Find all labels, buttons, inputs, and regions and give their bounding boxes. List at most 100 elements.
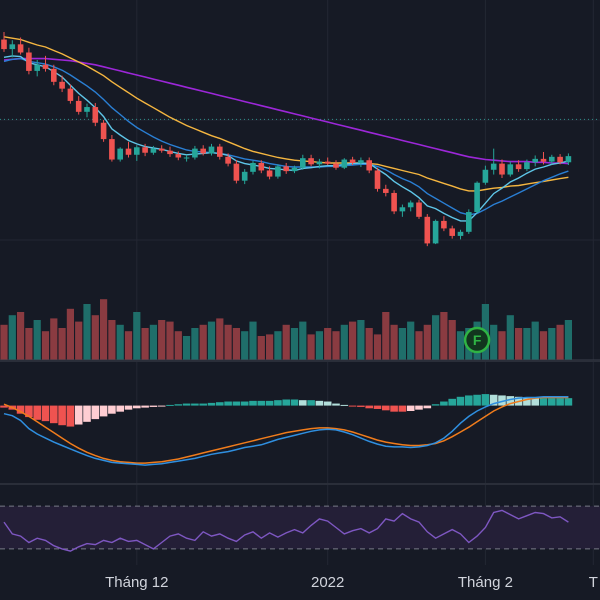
price-candle[interactable]	[34, 60, 40, 77]
candle-body	[92, 107, 99, 123]
price-candle[interactable]	[258, 160, 265, 174]
price-candle[interactable]	[225, 153, 231, 167]
price-candle[interactable]	[233, 160, 240, 184]
time-axis[interactable]: Tháng 12 2022 Tháng 2 T	[105, 574, 598, 591]
candle-body	[291, 167, 298, 172]
price-candle[interactable]	[540, 152, 547, 165]
price-candle[interactable]	[399, 204, 406, 217]
price-candle[interactable]	[349, 156, 356, 165]
price-candle[interactable]	[424, 214, 431, 247]
price-candle[interactable]	[92, 102, 99, 127]
price-candle[interactable]	[134, 145, 140, 161]
price-candle[interactable]	[75, 96, 82, 115]
price-candle[interactable]	[208, 143, 215, 156]
macd-histogram-bar	[556, 398, 564, 406]
price-candle[interactable]	[308, 154, 314, 167]
price-candle[interactable]	[341, 158, 348, 170]
price-candle[interactable]	[200, 145, 206, 156]
price-candle[interactable]	[374, 167, 381, 192]
macd-pane[interactable]	[0, 360, 600, 466]
price-candle[interactable]	[449, 225, 455, 239]
rsi-pane[interactable]	[0, 483, 600, 552]
price-candle[interactable]	[192, 145, 198, 160]
price-candle[interactable]	[391, 190, 397, 215]
price-candle[interactable]	[441, 216, 447, 232]
price-candle[interactable]	[474, 181, 480, 214]
price-candle[interactable]	[175, 151, 182, 161]
macd-histogram-bar	[133, 405, 141, 409]
macd-histogram-bar	[50, 405, 58, 424]
price-candle[interactable]	[457, 229, 464, 240]
event-marker-badge[interactable]: F	[463, 326, 491, 354]
price-candle[interactable]	[291, 165, 298, 174]
price-candle[interactable]	[358, 157, 364, 168]
price-candle[interactable]	[42, 55, 49, 72]
candle-body	[167, 150, 173, 155]
volume-bar	[25, 328, 33, 360]
price-candle[interactable]	[109, 135, 115, 162]
candle-body	[175, 154, 182, 158]
price-candle[interactable]	[300, 154, 306, 170]
price-candle[interactable]	[51, 64, 57, 86]
price-candle[interactable]	[17, 37, 24, 55]
price-candle[interactable]	[217, 143, 223, 160]
price-candle[interactable]	[266, 166, 273, 180]
volume-bar	[41, 331, 50, 360]
price-candle[interactable]	[250, 160, 256, 175]
macd-histogram-bar	[506, 396, 515, 406]
price-candle[interactable]	[432, 219, 439, 245]
price-candle[interactable]	[117, 147, 123, 162]
macd-histogram-bar	[390, 405, 398, 412]
price-candle[interactable]	[466, 209, 472, 234]
price-candle[interactable]	[158, 145, 165, 153]
price-candle[interactable]	[416, 199, 422, 219]
candle-body	[1, 39, 7, 50]
price-candle[interactable]	[100, 120, 107, 142]
price-candle[interactable]	[549, 154, 555, 165]
price-candle[interactable]	[84, 103, 90, 118]
candle-body	[142, 147, 148, 153]
price-candle[interactable]	[9, 40, 16, 58]
macd-histogram-bar	[473, 394, 481, 406]
volume-bar	[556, 324, 564, 360]
price-pane[interactable]	[0, 32, 600, 247]
price-candle[interactable]	[515, 160, 522, 172]
price-candle[interactable]	[183, 154, 190, 162]
price-candle[interactable]	[167, 146, 173, 157]
price-candle[interactable]	[407, 200, 414, 212]
x-tick-label: Tháng 2	[458, 574, 513, 591]
candle-body	[34, 64, 40, 71]
price-candle[interactable]	[1, 32, 7, 52]
price-candle[interactable]	[275, 164, 281, 179]
price-candle[interactable]	[26, 47, 32, 75]
price-candle[interactable]	[383, 184, 389, 197]
volume-bar	[207, 321, 216, 360]
price-candle[interactable]	[532, 155, 538, 167]
price-candle[interactable]	[150, 145, 157, 155]
volume-bar	[315, 331, 323, 360]
rsi-band	[0, 506, 600, 549]
macd-histogram-bar	[216, 402, 224, 406]
price-candle[interactable]	[59, 75, 65, 93]
volume-bar	[58, 328, 66, 360]
price-candle[interactable]	[324, 157, 331, 166]
price-candle[interactable]	[557, 154, 563, 165]
volume-bar	[166, 321, 174, 360]
price-candle[interactable]	[316, 158, 323, 169]
price-candle[interactable]	[366, 157, 372, 174]
price-candle[interactable]	[507, 161, 514, 177]
price-candle[interactable]	[333, 160, 339, 170]
price-candle[interactable]	[67, 84, 74, 104]
price-candle[interactable]	[482, 165, 489, 185]
volume-bar	[357, 320, 365, 360]
price-candle[interactable]	[283, 162, 289, 174]
price-candle[interactable]	[524, 159, 530, 172]
price-candle[interactable]	[565, 153, 572, 165]
price-candle[interactable]	[125, 141, 132, 158]
price-candle[interactable]	[490, 148, 497, 175]
price-candle[interactable]	[142, 143, 148, 157]
price-candle[interactable]	[499, 159, 505, 178]
price-candle[interactable]	[241, 169, 248, 185]
volume-bar	[274, 331, 282, 360]
